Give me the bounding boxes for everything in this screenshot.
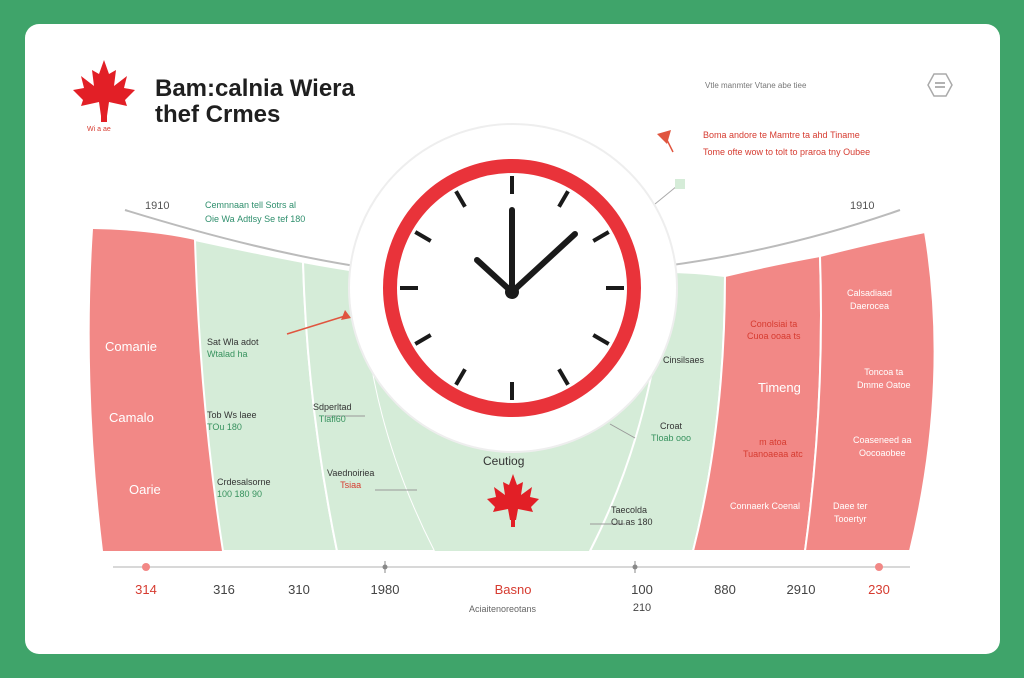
left-top-arc bbox=[124, 209, 356, 267]
center-label: Ceutiog bbox=[483, 454, 525, 468]
left-mid-label-1: Sdperltad Tlafl60 bbox=[313, 401, 352, 425]
timeline-tick-8: 2910 bbox=[786, 582, 816, 597]
left-red-band bbox=[89, 229, 224, 551]
header-caption: Vtle manmter Vtane abe tiee bbox=[705, 81, 807, 90]
title-line-1: Bam:calnia Wiera bbox=[155, 75, 355, 102]
right-outer-label-1-sub: Daerocea bbox=[850, 301, 890, 311]
right-inner-label-1-sub: Cuoa ooaa ts bbox=[747, 331, 801, 341]
right-outer-label-4-title: Daee ter bbox=[833, 501, 868, 511]
note-red-1: Boma andore te Mamtre ta ahd Tiname bbox=[703, 130, 860, 140]
right-inner-label-3-sub: Tuanoaeaa atc bbox=[743, 449, 803, 459]
right-outer-label-4-sub: Tooertyr bbox=[834, 514, 867, 524]
title-line-2: thef Crmes bbox=[155, 101, 281, 128]
left-outer-label-3: Oarie bbox=[129, 482, 161, 497]
right-green-label-2-sub: Tloab ooo bbox=[651, 433, 692, 443]
right-top-arc bbox=[664, 209, 901, 267]
right-green-label-2: Croat Tloab ooo bbox=[651, 420, 691, 444]
right-corner-year: 1910 bbox=[850, 200, 875, 212]
maple-leaf-icon bbox=[487, 474, 539, 527]
timeline-tick-4: 1980 bbox=[370, 582, 400, 597]
infographic-card: Wi a ae Bam:calnia Wiera thef Crmes Vtle… bbox=[25, 24, 1000, 654]
right-outer-label-1-title: Calsadiaad bbox=[847, 288, 893, 298]
timeline-tick-3: 310 bbox=[288, 582, 310, 597]
left-top-caption-line-2: Oie Wa Adtlsy Se tef 180 bbox=[205, 214, 306, 224]
right-outer-label-4: Daee ter Tooertyr bbox=[833, 500, 868, 526]
logo-caption: Wi a ae bbox=[87, 126, 111, 133]
timeline-tick-9: 230 bbox=[868, 582, 890, 597]
left-mid-label-1-title: Sdperltad bbox=[313, 402, 352, 412]
band-diagram bbox=[89, 123, 936, 573]
right-green-label-1-title: Cinsilsaes bbox=[663, 355, 705, 365]
note-red-2: Tome ofte wow to tolt to praroa tny Oube… bbox=[703, 147, 871, 157]
right-outer-label-2: Toncoa ta Dmme Oatoe bbox=[857, 366, 911, 392]
timeline-dot-end bbox=[875, 563, 883, 571]
right-outer-label-3-title: Coaseneed aa bbox=[853, 435, 912, 445]
right-green-label-1: Cinsilsaes bbox=[663, 354, 704, 366]
right-outer-label-1: Calsadiaad Daerocea bbox=[847, 287, 892, 313]
right-green-label-3-sub: Ou as 180 bbox=[611, 517, 653, 527]
left-mid-label-2: Vaednoiriea Tsiaa bbox=[327, 467, 374, 491]
right-green-label-3: Taecolda Ou as 180 bbox=[611, 504, 653, 528]
left-mid-label-2-title: Vaednoiriea bbox=[327, 468, 375, 478]
left-inner-label-3: Crdesalsorne 100 180 90 bbox=[217, 476, 271, 500]
right-outer-label-3: Coaseneed aa Oocoaobee bbox=[853, 434, 912, 460]
left-inner-label-2-sub: TOu 180 bbox=[207, 422, 242, 432]
right-green-label-2-title: Croat bbox=[660, 421, 683, 431]
right-inner-label-2: Timeng bbox=[758, 380, 801, 395]
right-green-label-3-title: Taecolda bbox=[611, 505, 648, 515]
left-inner-label-2: Tob Ws laee TOu 180 bbox=[207, 409, 257, 433]
timeline-dot-start bbox=[142, 563, 150, 571]
left-top-caption-line-1: Cemnnaan tell Sotrs al bbox=[205, 200, 297, 210]
clock-icon bbox=[348, 123, 678, 453]
left-inner-label-1-title: Sat Wla adot bbox=[207, 337, 259, 347]
left-outer-label-2: Camalo bbox=[109, 410, 154, 425]
right-outer-label-2-sub: Dmme Oatoe bbox=[857, 380, 911, 390]
timeline-sub-left: Aciaitenoreotans bbox=[469, 604, 537, 614]
left-outer-label-1: Comanie bbox=[105, 339, 158, 354]
left-inner-label-1: Sat Wla adot Wtalad ha bbox=[207, 336, 259, 360]
timeline-tick-6: 100 bbox=[631, 582, 653, 597]
menu-icon[interactable] bbox=[925, 70, 955, 100]
timeline-sub-right: 210 bbox=[632, 602, 652, 614]
left-inner-label-3-sub: 100 180 90 bbox=[217, 489, 263, 499]
right-inner-label-4: Connaerk Coenal bbox=[730, 501, 801, 511]
right-inner-label-3-title: m atoa bbox=[759, 437, 787, 447]
left-corner-year: 1910 bbox=[145, 200, 170, 212]
right-inner-label-3: m atoa Tuanoaeaa atc bbox=[743, 436, 803, 460]
right-red-band-2 bbox=[803, 230, 936, 552]
left-top-caption: Cemnnaan tell Sotrs al Oie Wa Adtlsy Se … bbox=[205, 198, 305, 226]
maple-leaf-logo: Wi a ae bbox=[69, 56, 139, 136]
right-outer-label-3-sub: Oocoaobee bbox=[859, 448, 906, 458]
page-title: Bam:calnia Wiera thef Crmes bbox=[155, 76, 355, 128]
timeline-tick-2: 316 bbox=[213, 582, 235, 597]
left-inner-label-1-sub: Wtalad ha bbox=[207, 349, 248, 359]
left-mid-label-2-sub: Tsiaa bbox=[340, 480, 362, 490]
left-inner-label-2-title: Tob Ws laee bbox=[207, 410, 257, 420]
left-mid-label-1-sub: Tlafl60 bbox=[318, 414, 346, 424]
right-inner-label-1-title: Conolsiai ta bbox=[750, 319, 798, 329]
timeline-tick-5: Basno bbox=[494, 582, 532, 597]
left-inner-label-3-title: Crdesalsorne bbox=[217, 477, 271, 487]
right-inner-label-1: Conolsiai ta Cuoa ooaa ts bbox=[747, 318, 801, 342]
timeline-tick-7: 880 bbox=[714, 582, 736, 597]
timeline-tick-1: 314 bbox=[135, 582, 157, 597]
right-outer-label-2-title: Toncoa ta bbox=[864, 367, 904, 377]
